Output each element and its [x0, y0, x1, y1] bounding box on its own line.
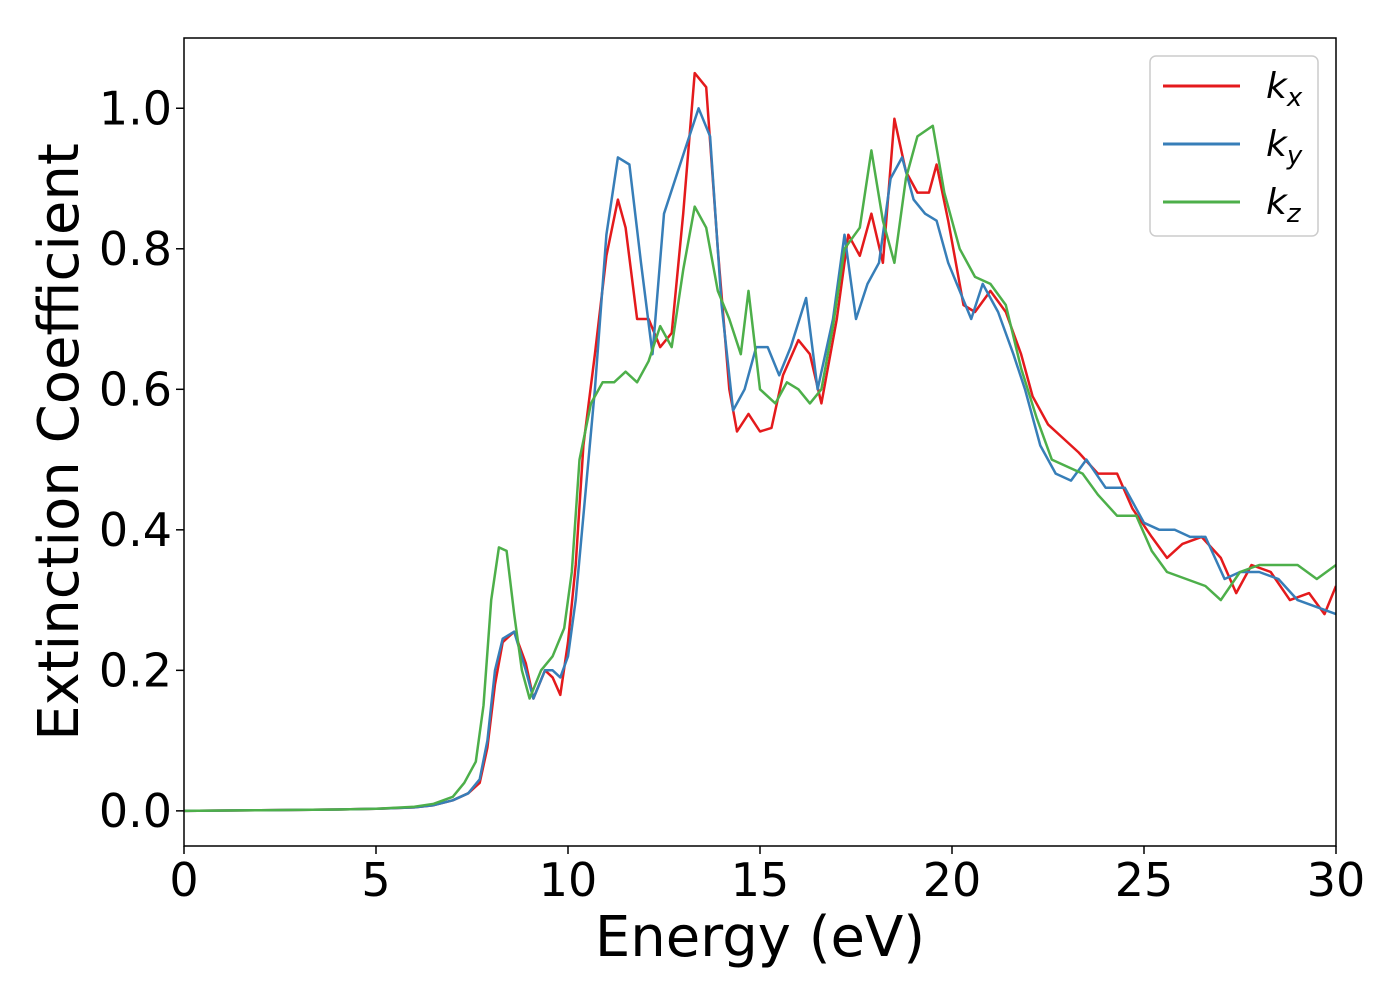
x-tick-label: 0	[169, 853, 198, 907]
x-tick-label: 30	[1307, 853, 1366, 907]
legend-label-main: k	[1266, 182, 1289, 223]
x-tick-label: 25	[1115, 853, 1174, 907]
y-tick-label: 0.0	[99, 784, 172, 838]
series-line-k-x	[184, 71, 1336, 813]
legend-label-k-x: kx	[1266, 66, 1303, 113]
y-tick-label: 0.8	[99, 222, 172, 276]
legend-label-subscript: y	[1286, 141, 1303, 171]
y-tick-label: 0.4	[99, 503, 172, 557]
legend-label-main: k	[1266, 66, 1289, 107]
series-layer	[184, 71, 1336, 813]
legend-label-subscript: z	[1286, 199, 1302, 229]
series-line-k-z	[184, 124, 1336, 813]
x-axis-ticks: 0 5 10 15 20 25 30	[169, 846, 1365, 907]
y-tick-label: 0.2	[99, 643, 172, 697]
y-tick-label: 0.6	[99, 362, 172, 416]
legend-label-k-y: ky	[1266, 124, 1303, 171]
legend-frame	[1149, 55, 1319, 237]
x-tick-label: 15	[731, 853, 790, 907]
x-tick-label: 10	[539, 853, 598, 907]
x-axis-label: Energy (eV)	[595, 905, 925, 970]
legend-label-subscript: x	[1286, 83, 1303, 113]
y-axis-ticks: 0.0 0.2 0.4 0.6 0.8 1.0	[99, 81, 184, 838]
y-tick-label: 1.0	[99, 81, 172, 135]
legend-label-k-z: kz	[1266, 182, 1302, 229]
x-tick-label: 5	[361, 853, 390, 907]
legend-label-main: k	[1266, 124, 1289, 165]
y-axis-label: Extinction Coefficient	[27, 143, 92, 741]
x-tick-label: 20	[923, 853, 982, 907]
